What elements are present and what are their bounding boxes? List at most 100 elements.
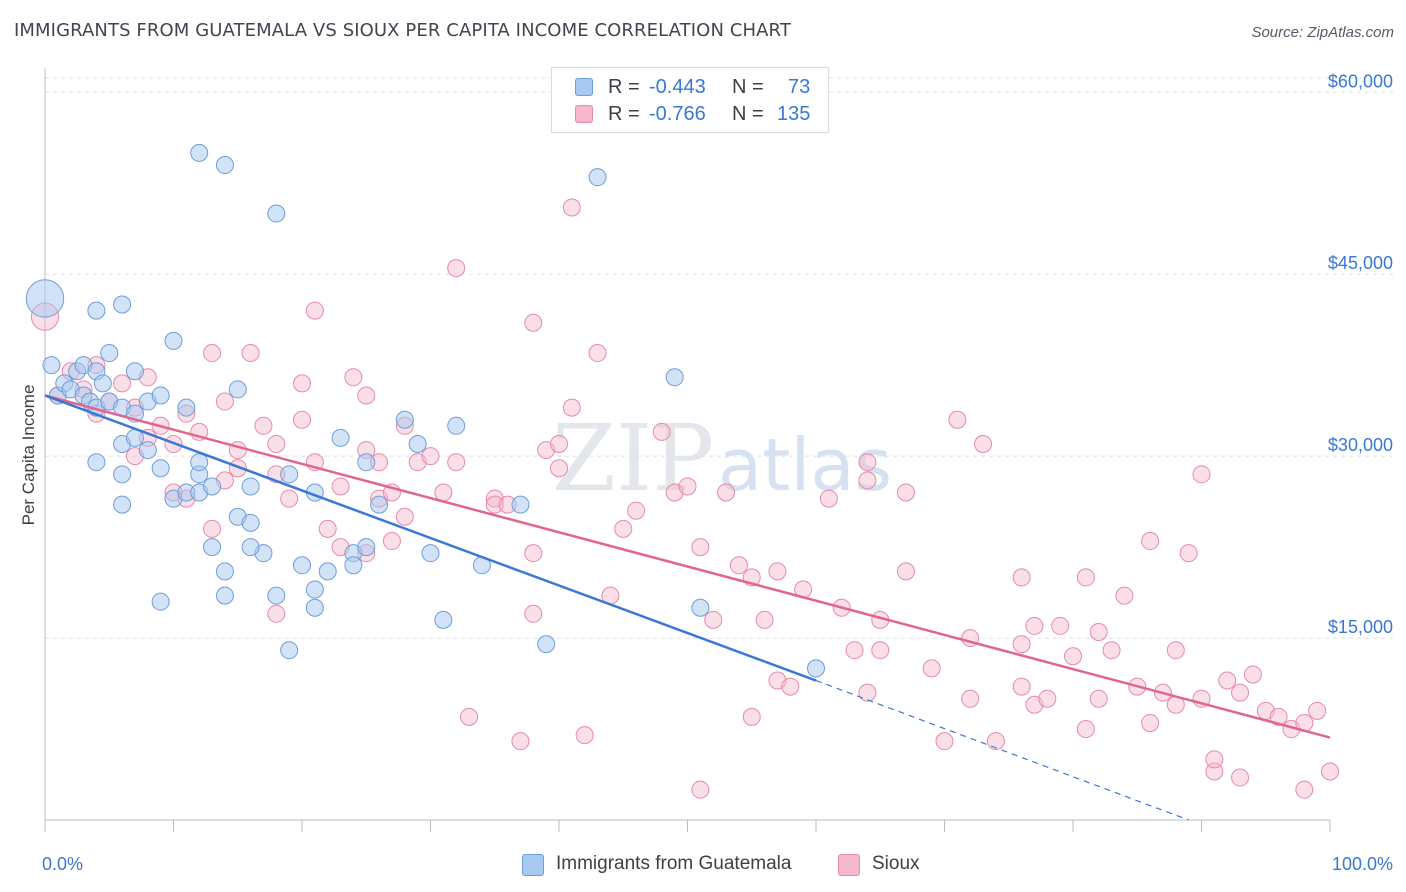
sioux-point — [896, 483, 915, 502]
legend-item-sioux[interactable]: Sioux — [838, 852, 928, 876]
sioux-point — [524, 544, 543, 563]
guatemala-point — [190, 143, 209, 162]
guatemala-point — [215, 156, 234, 175]
sioux-point — [717, 483, 736, 502]
y-axis-label: Per Capita Income — [19, 385, 38, 526]
sioux-point — [1089, 623, 1108, 641]
sioux-point — [755, 610, 774, 629]
stats-row-sioux: R = -0.766 N = 135 — [552, 102, 828, 126]
sioux-point — [948, 410, 967, 429]
sioux-point — [280, 489, 299, 508]
guatemala-point — [588, 168, 607, 187]
sioux-point — [1321, 762, 1339, 781]
sioux-point — [575, 726, 594, 745]
sioux-point — [562, 398, 581, 417]
sioux-point — [1051, 616, 1070, 635]
guatemala-point — [267, 204, 286, 223]
sioux-point — [652, 422, 671, 441]
sioux-point — [704, 610, 723, 629]
legend-sioux-label: Sioux — [872, 853, 920, 874]
sioux-point — [819, 489, 838, 508]
y-tick-label: $60,000 — [1328, 71, 1393, 91]
r-label: R = — [608, 103, 640, 125]
n-label: N = — [732, 103, 764, 125]
sioux-point — [781, 677, 800, 696]
guatemala-point — [125, 362, 144, 381]
sioux-point — [871, 641, 890, 660]
guatemala-point — [537, 635, 556, 654]
guatemala-point — [113, 295, 132, 314]
guatemala-point — [215, 586, 234, 605]
sioux-point — [1295, 780, 1314, 799]
legend-item-guatemala[interactable]: Immigrants from Guatemala — [522, 852, 812, 876]
n-value: 135 — [777, 103, 811, 125]
sioux-point — [254, 416, 273, 435]
sioux-point — [1089, 689, 1108, 708]
sioux-point — [395, 507, 414, 526]
sioux-point — [447, 259, 466, 278]
guatemala-point — [100, 344, 119, 363]
guatemala-point — [408, 435, 427, 453]
sioux-point — [485, 495, 504, 514]
guatemala-point — [113, 465, 132, 484]
sioux-point — [845, 641, 864, 660]
sioux-point — [524, 604, 543, 623]
zipatlas-watermark: ZIP atlas — [552, 405, 892, 512]
sioux-point — [691, 538, 710, 557]
sioux-point — [562, 198, 581, 217]
sioux-point — [974, 435, 993, 453]
sioux-point — [550, 459, 568, 478]
sioux-point — [1192, 465, 1211, 484]
guatemala-point — [87, 301, 106, 320]
legend-guatemala-label: Immigrants from Guatemala — [556, 853, 792, 874]
sioux-point — [434, 483, 453, 502]
sioux-point — [1179, 544, 1198, 563]
sioux-point — [729, 556, 748, 575]
legend-guatemala-swatch — [522, 854, 544, 876]
sioux-point — [421, 447, 440, 466]
sioux-point — [305, 301, 324, 320]
sioux-point — [1076, 720, 1095, 739]
sioux-points — [30, 198, 1339, 799]
guatemala-point — [305, 598, 324, 617]
sioux-point — [986, 732, 1005, 751]
r-label: R = — [608, 76, 640, 98]
sioux-point — [627, 501, 646, 520]
guatemala-points — [25, 143, 825, 678]
sioux-point — [1141, 532, 1160, 551]
sioux-point — [357, 386, 376, 405]
guatemala-point — [267, 586, 286, 605]
sioux-point — [382, 532, 401, 551]
guatemala-point — [93, 374, 112, 393]
y-tick-label: $30,000 — [1328, 435, 1393, 455]
sioux-point — [858, 471, 877, 490]
guatemala-point — [421, 544, 440, 563]
guatemala-point — [151, 592, 170, 611]
sioux-point — [896, 562, 915, 581]
sioux-point — [614, 519, 633, 538]
sioux-point — [1025, 616, 1044, 635]
sioux-point — [344, 368, 363, 387]
guatemala-point — [25, 279, 65, 318]
guatemala-point — [305, 580, 324, 599]
sioux-point — [203, 344, 222, 363]
guatemala-point — [228, 380, 247, 399]
guatemala-point — [241, 513, 260, 532]
guatemala-point — [344, 556, 363, 575]
sioux-point — [215, 392, 234, 411]
sioux-point — [678, 477, 697, 496]
sioux-point — [203, 519, 222, 538]
sioux-point — [1141, 713, 1160, 732]
sioux-point — [1218, 671, 1237, 690]
sioux-point — [935, 732, 954, 751]
guatemala-point — [203, 538, 222, 557]
guatemala-swatch — [575, 78, 593, 96]
sioux-point — [1076, 568, 1095, 587]
guatemala-point — [434, 610, 453, 629]
sioux-point — [267, 604, 286, 623]
sioux-point — [922, 659, 941, 678]
guatemala-point — [318, 562, 337, 581]
sioux-point — [1308, 701, 1327, 720]
sioux-point — [1231, 683, 1250, 702]
axes — [44, 68, 1331, 832]
